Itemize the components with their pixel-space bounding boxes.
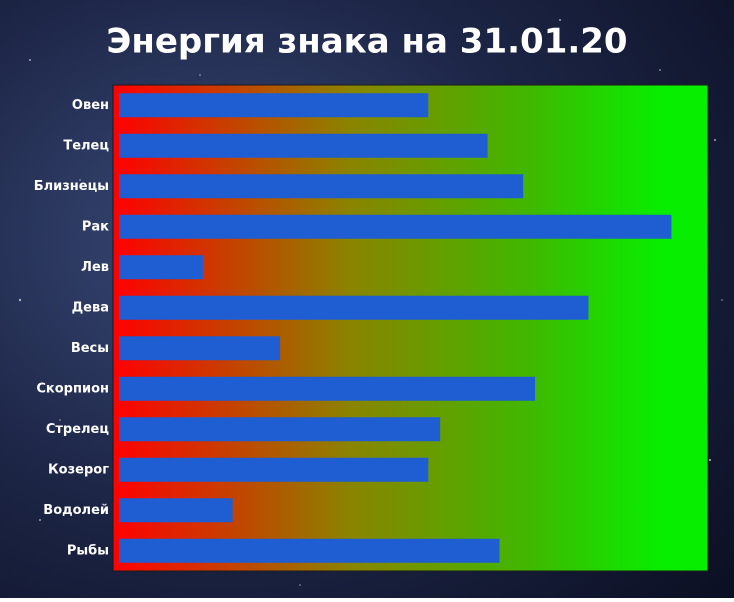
stars	[18, 19, 723, 586]
y-tick-label: Лев	[81, 260, 109, 275]
y-tick-label: Телец	[63, 138, 109, 153]
bar	[119, 498, 233, 523]
bar	[119, 336, 281, 361]
bar	[119, 133, 488, 158]
bar	[119, 255, 203, 280]
y-tick-label: Водолей	[43, 503, 109, 518]
y-tick-label: Козерог	[48, 462, 109, 477]
y-tick-label: Дева	[72, 300, 109, 315]
bar	[119, 376, 536, 401]
y-tick-label: Овен	[72, 98, 109, 113]
bar	[119, 214, 672, 239]
plot-area	[112, 84, 709, 572]
y-tick-label: Близнецы	[34, 179, 109, 194]
bar	[119, 417, 441, 442]
y-tick-label: Стрелец	[46, 422, 110, 437]
bar	[119, 174, 524, 199]
y-tick-label: Рыбы	[67, 543, 109, 558]
y-tick-label: Скорпион	[36, 381, 109, 396]
chart-title: Энергия знака на 31.01.20	[106, 22, 627, 62]
y-tick-label: Весы	[71, 341, 109, 356]
bar	[119, 93, 429, 118]
bar	[119, 457, 429, 482]
y-tick-label: Рак	[82, 219, 109, 234]
bar	[119, 295, 589, 320]
bar	[119, 538, 500, 563]
